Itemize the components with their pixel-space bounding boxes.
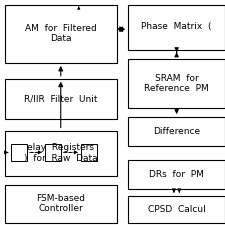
Bar	[128, 58, 225, 108]
Bar	[11, 144, 27, 161]
Bar	[45, 144, 61, 161]
Text: FSM-based
Controller: FSM-based Controller	[36, 194, 85, 213]
Bar	[128, 196, 225, 223]
Bar	[4, 79, 117, 119]
Bar	[128, 117, 225, 146]
Text: Difference: Difference	[153, 127, 200, 136]
Text: CPSD  Calcul: CPSD Calcul	[148, 205, 205, 214]
Bar	[4, 4, 117, 63]
Bar	[128, 4, 225, 50]
Text: AM  for  Filtered
Data: AM for Filtered Data	[25, 24, 97, 43]
Text: elay  Registers
)  for  Raw  Data: elay Registers ) for Raw Data	[24, 143, 98, 163]
Bar	[128, 160, 225, 189]
Text: DRs  for  PM: DRs for PM	[149, 170, 204, 179]
Bar	[4, 130, 117, 176]
Text: SRAM  for
Reference  PM: SRAM for Reference PM	[144, 74, 209, 93]
Bar	[81, 144, 97, 161]
Text: Phase  Matrix  (: Phase Matrix (	[141, 22, 212, 32]
Text: R/IIR  Filter  Unit: R/IIR Filter Unit	[24, 94, 97, 104]
Bar	[4, 184, 117, 223]
